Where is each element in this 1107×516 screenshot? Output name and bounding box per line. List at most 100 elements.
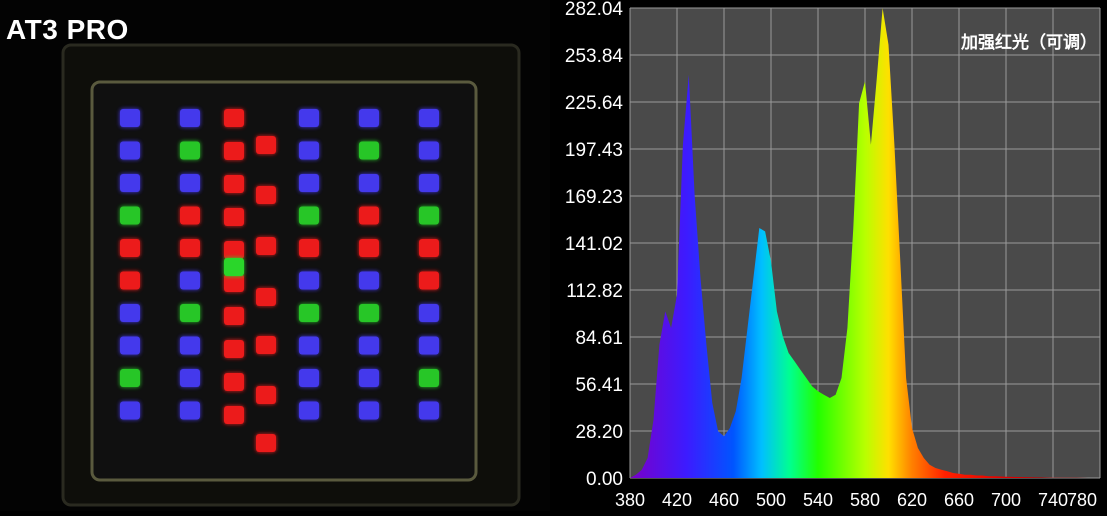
led-chip-photo: AT3 PRO <box>0 0 550 511</box>
y-tick-label: 282.04 <box>565 0 624 20</box>
led-blue <box>299 141 319 160</box>
spectrum-chart-svg: 0.00 28.20 56.41 84.61 112.82 141.02 169.23 197… <box>565 0 1101 510</box>
led-blue <box>299 401 319 420</box>
led-blue <box>180 174 200 192</box>
led-chip-image <box>61 43 521 507</box>
led-blue <box>180 336 200 355</box>
led-green <box>120 369 140 387</box>
led-blue <box>180 271 200 290</box>
spectrum-chart: 0.00 28.20 56.41 84.61 112.82 141.02 169.23 197… <box>550 0 1107 511</box>
led-blue <box>120 109 140 127</box>
x-tick-label: 580 <box>850 490 880 510</box>
led-green <box>180 141 200 160</box>
led-blue <box>359 174 379 192</box>
led-blue <box>359 369 379 387</box>
led-blue <box>359 271 379 290</box>
led-blue <box>299 271 319 290</box>
led-red <box>256 386 276 404</box>
led-blue <box>180 109 200 127</box>
led-array <box>120 109 439 452</box>
x-tick-label: 420 <box>662 490 692 510</box>
y-tick-label: 84.61 <box>575 328 623 349</box>
led-center <box>224 258 244 276</box>
led-red <box>180 239 200 257</box>
led-red <box>224 208 244 226</box>
x-tick-label: 660 <box>944 490 974 510</box>
led-blue <box>180 369 200 387</box>
led-red <box>120 239 140 257</box>
led-red <box>224 109 244 127</box>
x-tick-label: 460 <box>709 490 739 510</box>
led-green <box>299 206 319 225</box>
led-blue <box>359 336 379 355</box>
led-blue <box>419 109 439 127</box>
y-tick-label: 169.23 <box>565 187 623 208</box>
led-red <box>120 271 140 290</box>
x-tick-label: 780 <box>1067 490 1097 510</box>
led-red <box>224 373 244 391</box>
led-red <box>299 239 319 257</box>
led-blue <box>359 401 379 420</box>
led-green <box>299 304 319 322</box>
led-blue <box>120 401 140 420</box>
x-tick-label: 620 <box>897 490 927 510</box>
led-red <box>224 274 244 292</box>
led-red <box>180 206 200 225</box>
y-tick-label: 56.41 <box>575 375 623 396</box>
y-tick-label: 141.02 <box>565 234 623 255</box>
led-green <box>419 206 439 225</box>
x-tick-label: 500 <box>756 490 786 510</box>
led-blue <box>419 336 439 355</box>
x-tick-label: 740 <box>1038 490 1068 510</box>
chip-die <box>90 80 478 482</box>
spectrum-area <box>630 8 1100 478</box>
led-blue <box>299 336 319 355</box>
x-tick-label: 540 <box>803 490 833 510</box>
led-red <box>224 241 244 259</box>
led-red <box>256 136 276 154</box>
led-green <box>419 369 439 387</box>
y-axis: 0.00 28.20 56.41 84.61 112.82 141.02 169.23 197… <box>565 0 624 490</box>
led-blue <box>299 174 319 192</box>
led-red <box>359 239 379 257</box>
y-tick-label: 112.82 <box>566 281 623 302</box>
led-green <box>120 206 140 225</box>
led-green <box>180 304 200 322</box>
y-tick-label: 0.00 <box>586 469 623 490</box>
led-blue <box>120 304 140 322</box>
led-red <box>224 142 244 160</box>
y-tick-label: 225.64 <box>565 93 624 114</box>
led-blue <box>419 141 439 160</box>
led-red <box>419 271 439 290</box>
led-blue <box>120 174 140 192</box>
led-red <box>224 307 244 325</box>
led-red <box>256 186 276 204</box>
x-tick-label: 380 <box>615 490 645 510</box>
y-tick-label: 197.43 <box>565 140 623 161</box>
led-red <box>359 206 379 225</box>
led-red <box>256 288 276 306</box>
y-tick-label: 253.84 <box>565 46 624 67</box>
led-blue <box>359 109 379 127</box>
led-red <box>256 336 276 354</box>
y-tick-label: 28.20 <box>575 422 623 443</box>
led-red <box>256 434 276 452</box>
led-blue <box>299 109 319 127</box>
led-red <box>419 239 439 257</box>
x-tick-label: 700 <box>991 490 1021 510</box>
led-red <box>224 406 244 424</box>
led-blue <box>120 141 140 160</box>
led-blue <box>180 401 200 420</box>
led-red <box>256 237 276 255</box>
led-green <box>359 141 379 160</box>
led-blue <box>120 336 140 355</box>
product-title: AT3 PRO <box>6 14 129 45</box>
led-blue <box>299 369 319 387</box>
led-blue <box>419 401 439 420</box>
led-red <box>224 340 244 358</box>
led-green <box>359 304 379 322</box>
led-blue <box>419 304 439 322</box>
led-blue <box>419 174 439 192</box>
chart-title: 加强红光（可调） <box>960 32 1097 52</box>
